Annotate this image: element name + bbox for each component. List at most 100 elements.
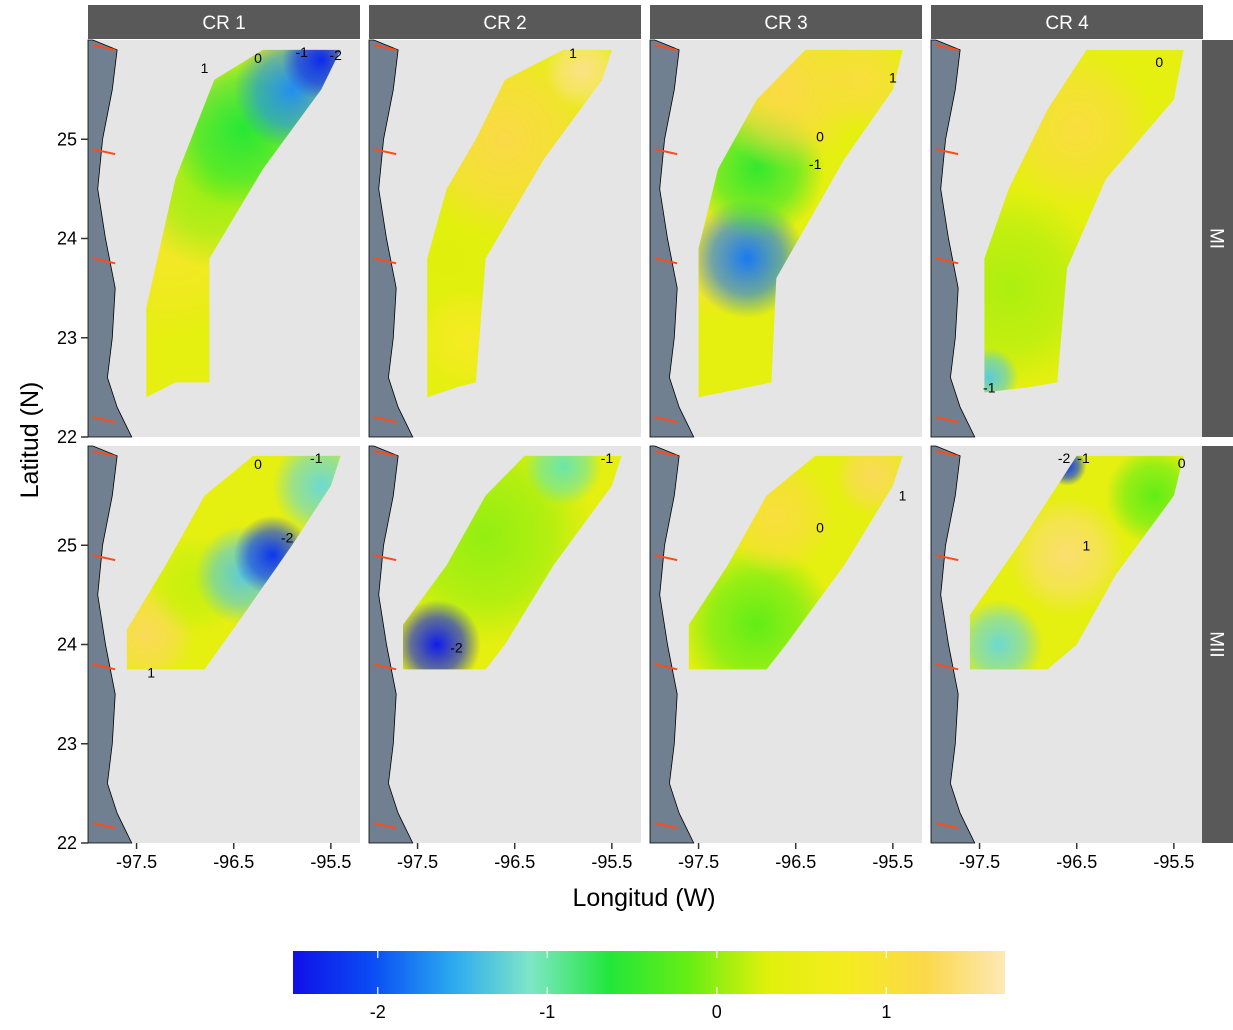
coastline-land [87,39,133,438]
contour-label: -2 [329,47,342,63]
axes-layer: CR 1 CR 2 CR 3 CR 4 MI MII 22 23 24 25 22 23 24 25 -97… [57,5,1233,872]
y-tick-label: 25 [57,535,77,555]
field-patch [1008,495,1126,615]
y-tick-label: 24 [57,635,77,655]
contour-label: -2 [281,529,294,545]
state-border [654,416,678,424]
state-border [92,663,116,671]
state-border [935,148,959,156]
state-border [654,43,678,51]
contour-label: -1 [1077,450,1090,466]
field-patch [969,599,1043,670]
colorbar-tick-label: 1 [881,1002,891,1022]
coastline-land [368,445,414,844]
strip-label: CR 4 [1045,13,1089,34]
y-tick-label: 23 [57,328,77,348]
state-border [373,43,397,51]
x-tick-label: -97.5 [397,852,438,872]
strip-background [931,5,1203,39]
state-border [92,43,116,51]
x-axis-title: Longitud (W) [572,884,715,912]
panel-mii-cr2: -1 -2 [368,445,641,844]
x-tick-label: -96.5 [494,852,535,872]
x-tick-label: -95.5 [1153,852,1194,872]
field-patch [984,347,1019,393]
x-tick-label: -97.5 [959,852,1000,872]
state-border [935,43,959,51]
state-border [654,554,678,562]
x-tick-label: -95.5 [591,852,632,872]
contour-label: -2 [1058,450,1071,466]
coastline-land [930,445,976,844]
colorbar-tick-label: -2 [370,1002,386,1022]
state-border [92,257,116,265]
contour-label: 0 [254,456,262,472]
state-border [935,554,959,562]
contour-label: -2 [450,639,463,655]
contour-label: 0 [1178,455,1186,471]
strip-label: MII [1206,631,1227,657]
coastline-land [368,39,414,438]
strip-background [650,5,922,39]
y-tick-label: 24 [57,229,77,249]
panel-mi-cr4: 0 -1 [930,39,1203,438]
contour-label: 0 [254,50,262,66]
state-border [654,663,678,671]
coastline-land [649,39,695,438]
field-patch [403,599,481,670]
panel-mii-cr3: 01 [649,445,922,844]
coastline-land [649,445,695,844]
colorbar-tick-label: -1 [539,1002,555,1022]
contour-label: 1 [899,488,907,504]
contour-label: -1 [310,450,323,466]
y-tick-label: 22 [57,833,77,853]
contour-label: 1 [201,60,209,76]
x-tick-label: -95.5 [310,852,351,872]
state-border [92,822,116,830]
state-border [935,257,959,265]
y-tick-label: 22 [57,427,77,447]
row-strip-mii: MII [1202,446,1233,843]
contour-label: 1 [889,70,897,86]
field-patch [272,455,341,536]
state-border [373,449,397,457]
state-border [654,257,678,265]
x-tick-label: -97.5 [116,852,157,872]
contour-label: 0 [816,128,824,144]
contour-label: -1 [601,450,614,466]
x-tick-label: -96.5 [775,852,816,872]
state-border [373,257,397,265]
colorbar-ticks: -2 -1 0 1 [370,951,891,1022]
strip-label: CR 1 [202,13,245,34]
state-border [92,554,116,562]
panel-mi-cr2: 1 [368,39,641,438]
state-border [654,822,678,830]
y-tick-label: 25 [57,129,77,149]
state-border [373,822,397,830]
x-tick-label: -96.5 [213,852,254,872]
strip-background [88,5,360,39]
column-strip-cr2: CR 2 [369,5,641,39]
coastline-land [87,445,133,844]
strip-background [369,5,641,39]
state-border [935,822,959,830]
state-border [92,416,116,424]
coastline-land [930,39,976,438]
x-tick-label: -97.5 [678,852,719,872]
state-border [373,663,397,671]
state-border [373,148,397,156]
contour-label: 0 [1155,54,1163,70]
contour-label: -1 [983,379,996,395]
state-border [935,663,959,671]
x-tick-label: -96.5 [1056,852,1097,872]
strip-label: CR 2 [483,13,526,34]
contour-label: 1 [569,45,577,61]
panel-mi-cr3: 1 0 -1 [649,39,922,438]
state-border [935,416,959,424]
strip-label: MI [1206,228,1227,249]
state-border [654,449,678,457]
strip-background [1202,446,1233,843]
state-border [935,449,959,457]
state-border [373,416,397,424]
